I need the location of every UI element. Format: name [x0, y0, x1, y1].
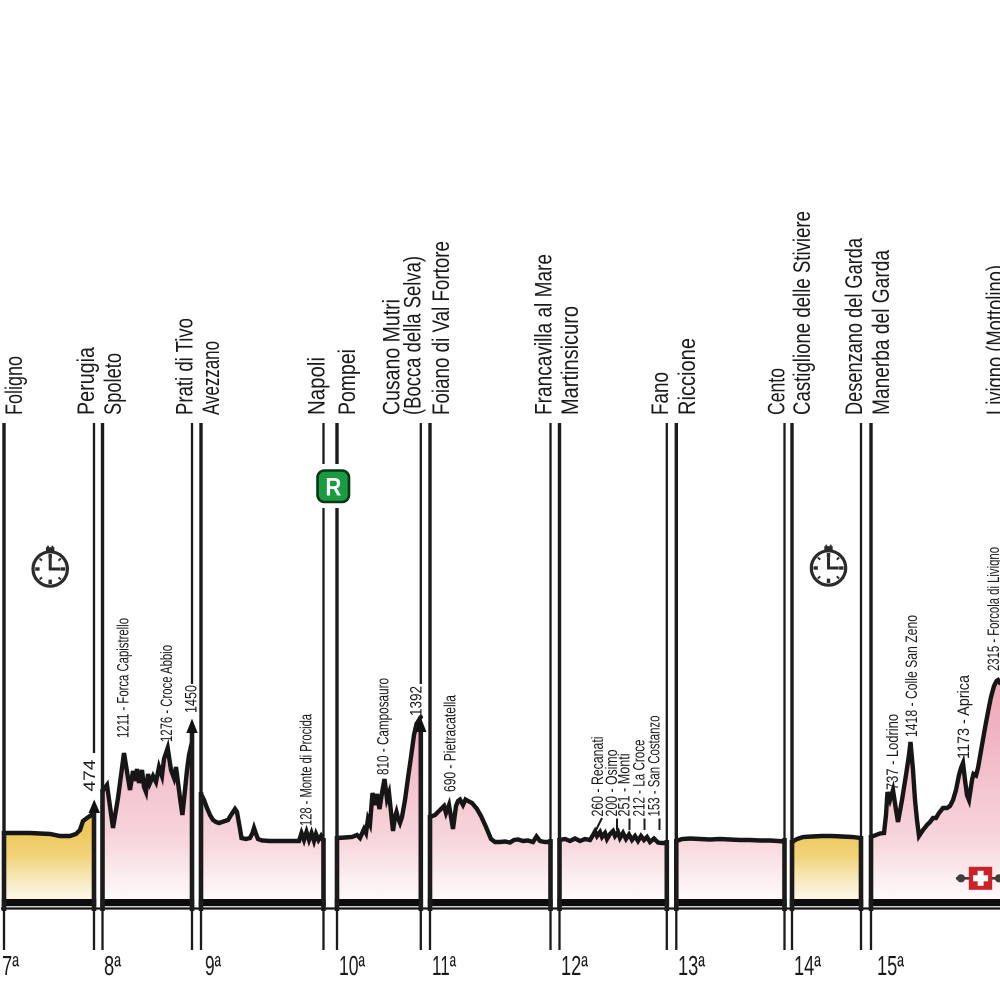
svg-text:690 - Pietracatella: 690 - Pietracatella — [440, 695, 459, 792]
svg-text:Castiglione delle Stiviere: Castiglione delle Stiviere — [789, 211, 816, 415]
svg-text:Spoleto: Spoleto — [100, 353, 127, 415]
svg-text:2315 - Forcola di Livigno: 2315 - Forcola di Livigno — [984, 547, 1000, 671]
svg-text:200 - Osimo: 200 - Osimo — [602, 750, 621, 817]
svg-text:Livigno (Mottolino): Livigno (Mottolino) — [982, 265, 1000, 415]
svg-text:Pompei: Pompei — [334, 349, 361, 415]
svg-text:153 - San Costanzo: 153 - San Costanzo — [645, 716, 664, 817]
svg-text:15ª: 15ª — [877, 950, 905, 981]
svg-text:Francavilla al Mare: Francavilla al Mare — [531, 254, 558, 415]
svg-text:251 - Monti: 251 - Monti — [615, 754, 634, 817]
svg-text:Prati di Tivo: Prati di Tivo — [172, 318, 199, 415]
svg-text:Riccione: Riccione — [674, 338, 701, 415]
svg-text:8ª: 8ª — [104, 950, 122, 981]
svg-text:1450: 1450 — [182, 685, 201, 713]
svg-text:12ª: 12ª — [561, 950, 589, 981]
svg-text:Martinsicuro: Martinsicuro — [557, 306, 584, 415]
svg-text:Fano: Fano — [647, 372, 674, 415]
svg-text:R: R — [325, 474, 341, 502]
svg-text:13ª: 13ª — [678, 950, 706, 981]
svg-text:(Bocca della Selva): (Bocca della Selva) — [400, 256, 427, 415]
svg-text:Desenzano del Garda: Desenzano del Garda — [841, 238, 868, 415]
svg-text:212 - La Croce: 212 - La Croce — [630, 740, 649, 817]
svg-text:Perugia: Perugia — [73, 346, 100, 415]
svg-text:1418 - Colle San Zeno: 1418 - Colle San Zeno — [902, 615, 921, 737]
svg-text:7ª: 7ª — [2, 950, 20, 981]
svg-text:Foligno: Foligno — [1, 356, 28, 415]
svg-text:1211 - Forca Capistrello: 1211 - Forca Capistrello — [114, 618, 133, 738]
svg-text:260 - Recanati: 260 - Recanati — [588, 737, 607, 817]
svg-text:Manerba del Garda: Manerba del Garda — [868, 249, 895, 415]
svg-text:Napoli: Napoli — [304, 357, 331, 415]
svg-text:Foiano di Val Fortore: Foiano di Val Fortore — [428, 241, 455, 415]
svg-text:737 - Lodrino: 737 - Lodrino — [883, 714, 902, 790]
svg-text:1392: 1392 — [407, 686, 426, 716]
svg-text:Cusano Mutri: Cusano Mutri — [379, 299, 406, 415]
svg-text:11ª: 11ª — [432, 950, 457, 981]
svg-text:Cento: Cento — [764, 368, 791, 415]
svg-text:1276 - Croce Abbio: 1276 - Croce Abbio — [157, 645, 176, 742]
svg-text:Avezzano: Avezzano — [198, 341, 225, 415]
svg-text:810 - Camposauro: 810 - Camposauro — [374, 678, 393, 775]
svg-text:1173 - Aprica: 1173 - Aprica — [954, 675, 973, 759]
svg-text:474: 474 — [80, 760, 99, 792]
svg-text:9ª: 9ª — [205, 950, 222, 981]
svg-text:128 - Monte di Procida: 128 - Monte di Procida — [297, 714, 316, 826]
svg-text:14ª: 14ª — [794, 950, 822, 981]
svg-text:10ª: 10ª — [339, 950, 366, 981]
